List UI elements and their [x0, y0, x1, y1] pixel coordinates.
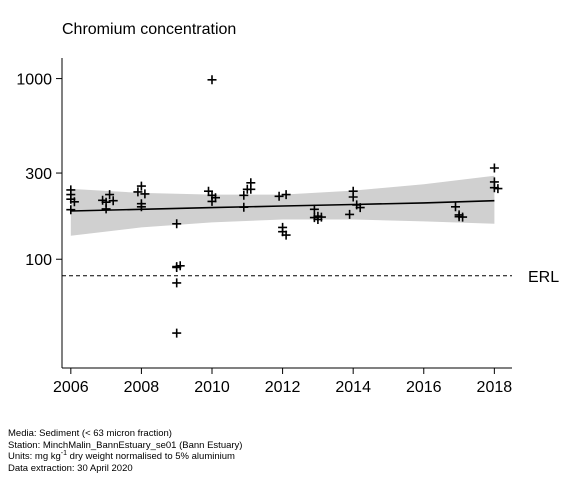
data-point: [101, 204, 111, 214]
chart-title: Chromium concentration: [62, 21, 236, 38]
x-tick-label: 2010: [194, 379, 230, 396]
x-tick-label: 2016: [406, 379, 442, 396]
data-point: [239, 202, 249, 212]
reference-layer: ERL: [62, 269, 559, 286]
data-point: [105, 190, 115, 200]
data-point: [136, 202, 146, 212]
data-point: [451, 202, 460, 212]
data-point: [108, 196, 118, 206]
data-point: [207, 75, 217, 85]
data-point: [172, 219, 182, 229]
data-point: [281, 230, 291, 240]
data-point: [274, 191, 284, 201]
chart: Chromium concentration ERL 100 300 1000 200…: [16, 21, 559, 396]
data-point: [66, 205, 76, 215]
data-points: [66, 75, 503, 338]
data-point: [172, 328, 182, 338]
data-point: [133, 187, 143, 197]
data-point: [69, 197, 79, 207]
erl-label: ERL: [528, 269, 559, 286]
data-point: [489, 163, 499, 173]
footer-extraction: Data extraction: 30 April 2020: [8, 462, 133, 474]
y-tick-label: 300: [25, 166, 52, 183]
data-point: [136, 181, 146, 191]
data-point: [239, 190, 249, 200]
data-point: [345, 209, 355, 219]
footer-units-prefix: Units: mg kg: [8, 451, 61, 462]
data-point: [172, 278, 182, 288]
axes: 100 300 1000 2006 2008 2010 2012 2014 2016 2018: [16, 58, 512, 396]
data-point: [355, 203, 365, 213]
data-point: [140, 189, 150, 199]
x-tick-label: 2018: [477, 379, 513, 396]
x-tick-label: 2008: [124, 379, 160, 396]
data-point: [493, 184, 503, 194]
y-tick-label: 1000: [16, 72, 52, 89]
data-point: [207, 196, 217, 206]
y-tick-label: 100: [25, 252, 52, 269]
data-point: [313, 215, 323, 224]
footer-units-suffix: dry weight normalised to 5% aluminium: [67, 451, 235, 462]
data-point: [458, 212, 468, 222]
footer-media: Media: Sediment (< 63 micron fraction): [8, 428, 172, 439]
footer-station: Station: MinchMalin_BannEstuary_se01 (Ba…: [8, 439, 243, 451]
x-tick-label: 2014: [335, 379, 371, 396]
footer-units-exponent: -1: [60, 449, 68, 457]
data-point: [172, 263, 182, 272]
x-tick-label: 2006: [53, 379, 89, 396]
chart-footer: Media: Sediment (< 63 micron fraction) S…: [8, 428, 242, 474]
footer-units: Units: mg kg-1 dry weight normalised to …: [8, 449, 242, 463]
x-tick-label: 2012: [265, 379, 301, 396]
data-point: [309, 204, 319, 214]
data-point: [246, 178, 256, 188]
data-point: [281, 190, 291, 200]
data-point: [348, 192, 358, 202]
